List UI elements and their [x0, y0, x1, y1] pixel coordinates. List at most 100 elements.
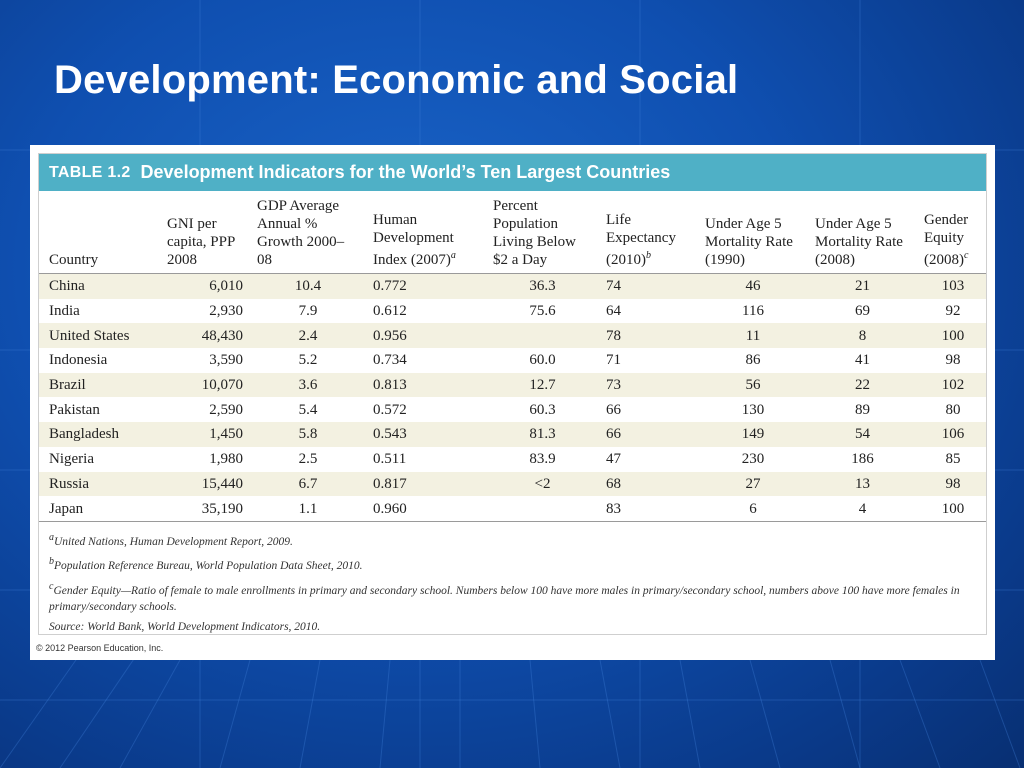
- table-caption: Development Indicators for the World’s T…: [140, 162, 671, 182]
- footnote-a: aUnited Nations, Human Development Repor…: [49, 531, 293, 548]
- footnote-c: cGender Equity—Ratio of female to male e…: [49, 580, 960, 613]
- table-container: TABLE 1.2 Development Indicators for the…: [38, 153, 987, 635]
- cell-gender-equity: 100: [941, 500, 965, 517]
- table-body: China 6,010 10.4 0.772 36.3 74 46 21 103 India 2,9…: [39, 273, 986, 521]
- table-row: Bangladesh 1,450 5.8 0.543 81.3 66 149 54 106: [39, 422, 986, 447]
- cell-gdp-growth: 1.1: [298, 500, 318, 517]
- cell-life-expectancy: 66: [606, 401, 621, 418]
- cell-gni: 1,450: [157, 422, 247, 447]
- cell-poverty: <2: [483, 471, 596, 497]
- cell-hdi: 0.956: [363, 323, 483, 349]
- table-row: Indonesia 3,590 5.2 0.734 60.0 71 86 41 98: [39, 348, 986, 373]
- cell-country: China: [39, 273, 157, 299]
- table-row: Russia 15,440 6.7 0.817 <2 68 27 13 98: [39, 471, 986, 497]
- cell-life-expectancy: 73: [596, 372, 695, 398]
- cell-gender-equity: 80: [945, 401, 961, 418]
- cell-gender-equity: 92: [945, 303, 961, 320]
- cell-gdp-growth: 10.4: [247, 273, 363, 299]
- cell-country: Bangladesh: [39, 422, 157, 447]
- cell-gni: 1,980: [209, 451, 243, 468]
- cell-mortality-2008: 69: [855, 303, 870, 320]
- cell-country: Brazil: [39, 372, 157, 398]
- cell-mortality-1990: 130: [741, 401, 765, 418]
- cell-poverty: [483, 496, 596, 521]
- cell-mortality-1990: 230: [741, 451, 765, 468]
- cell-hdi: 0.772: [363, 273, 483, 299]
- header-gni: GNI per capita, PPP 2008: [157, 191, 247, 274]
- table-row: Nigeria 1,980 2.5 0.511 83.9 47 230 186 85: [39, 447, 986, 472]
- cell-gender-equity: 98: [914, 471, 986, 497]
- cell-gender-equity: 100: [914, 323, 986, 349]
- cell-gender-equity: 102: [914, 372, 986, 398]
- header-mortality-1990: Under Age 5 Mortality Rate (1990): [695, 191, 805, 274]
- cell-gdp-growth: 2.4: [247, 323, 363, 349]
- table-row: United States 48,430 2.4 0.956 78 11 8 100: [39, 323, 986, 349]
- cell-gender-equity: 85: [945, 451, 961, 468]
- cell-gdp-growth: 5.8: [247, 422, 363, 447]
- table-row: Brazil 10,070 3.6 0.813 12.7 73 56 22 102: [39, 372, 986, 398]
- cell-gender-equity: 106: [914, 422, 986, 447]
- table-title-bar: TABLE 1.2 Development Indicators for the…: [39, 154, 986, 191]
- cell-mortality-1990: 149: [695, 422, 805, 447]
- cell-country: United States: [39, 323, 157, 349]
- table-footnotes: aUnited Nations, Human Development Repor…: [39, 520, 986, 636]
- cell-country: Japan: [49, 500, 84, 517]
- cell-gni: 3,590: [209, 352, 243, 369]
- cell-gdp-growth: 5.2: [298, 352, 318, 369]
- cell-gdp-growth: 7.9: [298, 303, 318, 320]
- cell-mortality-1990: 27: [695, 471, 805, 497]
- development-indicators-table: Country GNI per capita, PPP 2008 GDP Ave…: [39, 191, 986, 521]
- cell-mortality-1990: 56: [695, 372, 805, 398]
- cell-gni: 2,590: [209, 401, 243, 418]
- cell-hdi: 0.612: [373, 303, 407, 320]
- cell-mortality-2008: 21: [805, 273, 914, 299]
- cell-poverty: [483, 323, 596, 349]
- table-number: TABLE 1.2: [49, 163, 131, 181]
- cell-poverty: 60.0: [529, 352, 556, 369]
- cell-country: Pakistan: [49, 401, 100, 418]
- cell-life-expectancy: 68: [596, 471, 695, 497]
- cell-life-expectancy: 78: [596, 323, 695, 349]
- cell-poverty: 36.3: [483, 273, 596, 299]
- header-country: Country: [39, 191, 157, 274]
- cell-gni: 48,430: [157, 323, 247, 349]
- cell-hdi: 0.511: [373, 451, 407, 468]
- cell-life-expectancy: 74: [596, 273, 695, 299]
- cell-poverty: 60.3: [529, 401, 556, 418]
- cell-mortality-1990: 6: [749, 500, 757, 517]
- header-poverty: Percent Population Living Below $2 a Day: [483, 191, 596, 274]
- header-mortality-2008: Under Age 5 Mortality Rate (2008): [805, 191, 914, 274]
- cell-hdi: 0.572: [373, 401, 407, 418]
- cell-country: India: [49, 303, 80, 320]
- table-row: China 6,010 10.4 0.772 36.3 74 46 21 103: [39, 273, 986, 299]
- header-hdi: Human Development Index (2007)a: [363, 191, 483, 274]
- cell-poverty: 75.6: [529, 303, 556, 320]
- cell-country: Indonesia: [49, 352, 108, 369]
- cell-gdp-growth: 3.6: [247, 372, 363, 398]
- cell-mortality-1990: 116: [742, 303, 764, 320]
- cell-mortality-2008: 13: [805, 471, 914, 497]
- slide-title: Development: Economic and Social: [54, 58, 739, 102]
- copyright-notice: © 2012 Pearson Education, Inc.: [36, 643, 164, 653]
- cell-hdi: 0.817: [363, 471, 483, 497]
- cell-country: Russia: [39, 471, 157, 497]
- cell-gdp-growth: 2.5: [298, 451, 318, 468]
- cell-mortality-2008: 41: [855, 352, 870, 369]
- header-row: Country GNI per capita, PPP 2008 GDP Ave…: [39, 191, 986, 274]
- cell-gender-equity: 103: [914, 273, 986, 299]
- cell-life-expectancy: 64: [606, 303, 621, 320]
- table-row: Japan 35,190 1.1 0.960 83 6 4 100: [39, 496, 986, 521]
- cell-mortality-2008: 186: [851, 451, 874, 468]
- header-gender-equity: Gender Equity (2008)c: [914, 191, 986, 274]
- cell-gdp-growth: 5.4: [298, 401, 318, 418]
- cell-mortality-2008: 4: [858, 500, 867, 517]
- cell-mortality-1990: 11: [695, 323, 805, 349]
- table-figure: TABLE 1.2 Development Indicators for the…: [30, 145, 995, 660]
- cell-life-expectancy: 71: [606, 352, 621, 369]
- cell-poverty: 81.3: [483, 422, 596, 447]
- cell-gni: 2,930: [209, 303, 243, 320]
- cell-mortality-2008: 89: [855, 401, 870, 418]
- header-life-expectancy: Life Expectancy (2010)b: [596, 191, 695, 274]
- cell-country: Nigeria: [49, 451, 94, 468]
- table-row: India 2,930 7.9 0.612 75.6 64 116 69 92: [39, 299, 986, 324]
